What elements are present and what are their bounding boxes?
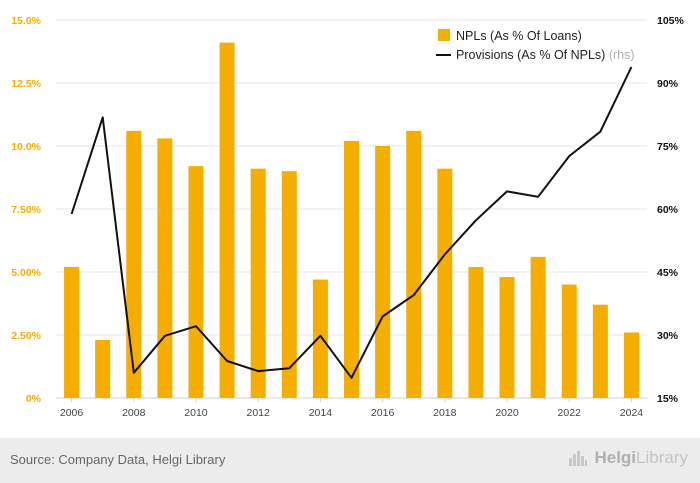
bar-npl (561, 284, 577, 398)
brand-thin: Library (636, 448, 688, 467)
legend-label-provisions: Provisions (As % Of NPLs) (rhs) (456, 48, 635, 62)
y-right-tick-label: 30% (657, 330, 679, 342)
x-tick-label: 2008 (122, 407, 146, 419)
x-tick-label: 2024 (620, 407, 644, 419)
legend-label-provisions-suffix: (rhs) (609, 48, 635, 62)
y-right-tick-label: 105% (657, 15, 685, 27)
bar-npl (64, 266, 80, 398)
bar-npl (530, 256, 546, 398)
source-note: Source: Company Data, Helgi Library (10, 452, 226, 467)
y-left-tick-label: 15.0% (11, 15, 41, 27)
bar-npl (250, 168, 266, 398)
brand-bold: Helgi (594, 448, 637, 467)
bar-npl (312, 279, 328, 398)
y-left-tick-label: 10.0% (11, 141, 41, 153)
y-right-tick-label: 60% (657, 204, 679, 216)
bar-npl (344, 140, 359, 398)
y-right-tick-label: 15% (657, 393, 679, 405)
footer: Source: Company Data, Helgi Library Helg… (0, 438, 700, 483)
x-tick-label: 2020 (495, 407, 519, 419)
bar-npl (281, 171, 297, 398)
bar-npl (623, 332, 639, 398)
bar-npl (219, 42, 235, 399)
x-tick-label: 2016 (371, 407, 395, 419)
legend-label-npl: NPLs (As % Of Loans) (456, 29, 582, 43)
y-right-tick-label: 90% (657, 78, 679, 90)
y-left-tick-label: 12.5% (11, 78, 41, 90)
legend-swatch-npl (438, 29, 450, 41)
bar-npl (406, 130, 422, 398)
helgi-library-logo: HelgiLibrary (568, 448, 688, 468)
legend-label-provisions-name: Provisions (As % Of NPLs) (456, 48, 609, 62)
y-left-tick-label: 0% (26, 393, 42, 405)
y-right-tick-label: 75% (657, 141, 679, 153)
bar-npl (375, 146, 391, 398)
x-tick-label: 2006 (60, 407, 84, 419)
y-left-tick-label: 2.50% (11, 330, 41, 342)
bar-npl (126, 130, 142, 398)
y-left-tick-label: 5.00% (11, 267, 41, 279)
y-left-tick-label: 7.50% (11, 204, 41, 216)
line-provisions (70, 66, 633, 379)
bar-npl (499, 277, 515, 398)
x-tick-label: 2014 (309, 407, 333, 419)
x-tick-label: 2018 (433, 407, 457, 419)
y-right-tick-label: 45% (657, 267, 679, 279)
x-tick-label: 2022 (558, 407, 582, 419)
bar-npl (188, 166, 204, 398)
x-tick-label: 2010 (184, 407, 208, 419)
bar-npl (592, 304, 608, 398)
bar-npl (95, 340, 111, 398)
city-skyline-icon (569, 451, 588, 466)
x-tick-label: 2012 (247, 407, 271, 419)
bar-npl (157, 138, 173, 398)
bar-npl (468, 266, 484, 398)
chart: 0% 15% 2.50% 30% 5.00% 45% 7.50% 60% 10.0% 75% 12.… (11, 15, 685, 419)
bar-npl (437, 168, 453, 398)
